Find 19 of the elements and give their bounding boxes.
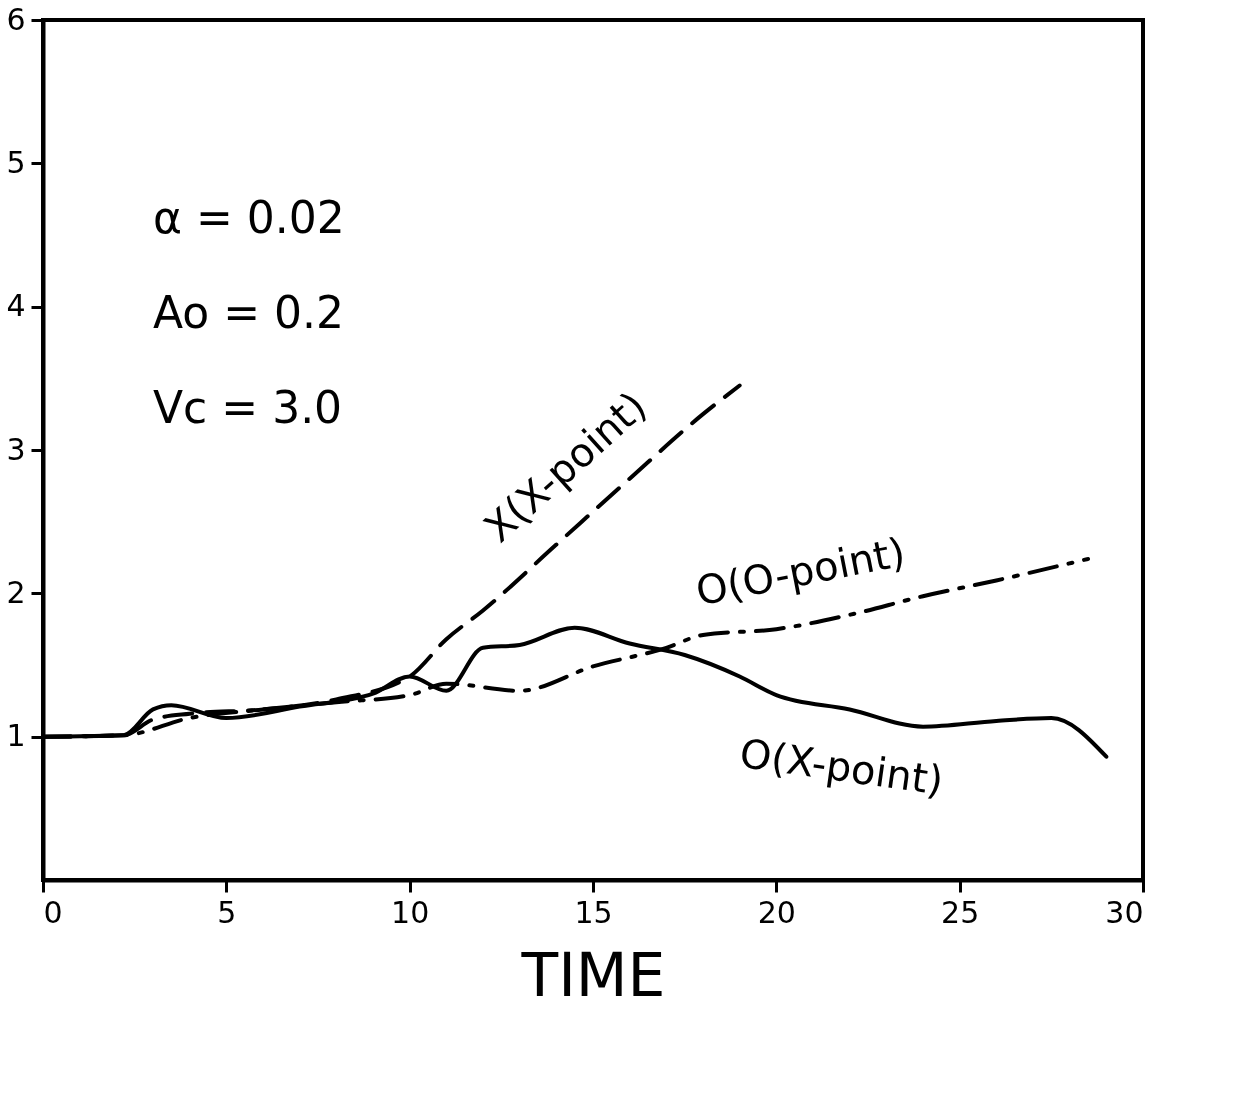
y-tick-label: 3 <box>6 431 26 467</box>
annotation: Ao = 0.2 <box>153 287 345 338</box>
y-tick-label: 1 <box>6 718 26 754</box>
x-tick-label: 30 <box>1105 894 1144 930</box>
y-tick-label: 6 <box>6 1 26 37</box>
text: O(O-point) <box>692 528 909 615</box>
annotation: α = 0.02 <box>153 192 345 243</box>
x-tick-label: 10 <box>391 894 430 930</box>
x-tick-label: 5 <box>217 894 237 930</box>
annotation: Vc = 3.0 <box>153 382 343 433</box>
y-tick-label: 4 <box>6 288 26 324</box>
y-tick-label: 5 <box>6 144 26 180</box>
x-tick-label: 25 <box>941 894 980 930</box>
x-axis-title: TIME <box>520 939 666 1010</box>
text: O(X-point) <box>737 729 947 804</box>
x-tick-label: 20 <box>757 894 796 930</box>
y-tick-label: 2 <box>6 574 26 610</box>
x-tick-label: 0 <box>43 894 63 930</box>
x-tick-label: 15 <box>574 894 613 930</box>
